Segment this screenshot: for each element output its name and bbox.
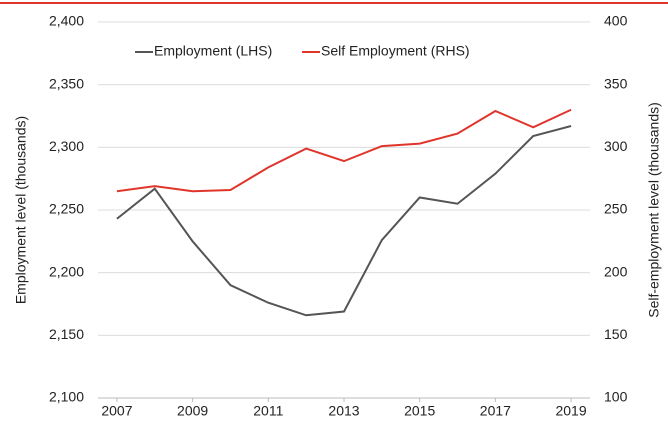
y-tick-label: 2,100: [49, 389, 84, 405]
x-tick-label: 2019: [555, 403, 586, 419]
series-line: [116, 125, 572, 317]
y-tick-label: 2,400: [49, 13, 84, 29]
x-tick-label: 2017: [480, 403, 511, 419]
x-tick-label: 2007: [101, 403, 132, 419]
y2-tick-label: 150: [604, 326, 628, 342]
x-tick-label: 2015: [404, 403, 435, 419]
y-tick-label: 2,200: [49, 263, 84, 279]
y-axis-label: Employment level (thousands): [13, 116, 29, 304]
y2-tick-label: 250: [604, 201, 628, 217]
y2-tick-label: 350: [604, 75, 628, 91]
y2-tick-label: 300: [604, 138, 628, 154]
y-tick-label: 2,300: [49, 138, 84, 154]
y2-axis-label: Self-employment level (thousands): [646, 102, 662, 318]
legend-label: Self Employment (RHS): [321, 43, 470, 59]
y2-tick-label: 200: [604, 263, 628, 279]
y-tick-label: 2,150: [49, 326, 84, 342]
y-tick-label: 2,250: [49, 201, 84, 217]
series-line: [116, 108, 572, 193]
x-tick-label: 2011: [253, 403, 283, 419]
legend-label: Employment (LHS): [154, 43, 272, 59]
y2-tick-label: 100: [604, 389, 628, 405]
y2-tick-label: 400: [604, 13, 628, 29]
y-tick-label: 2,350: [49, 75, 84, 91]
x-tick-label: 2013: [328, 403, 359, 419]
x-tick-label: 2009: [177, 403, 208, 419]
